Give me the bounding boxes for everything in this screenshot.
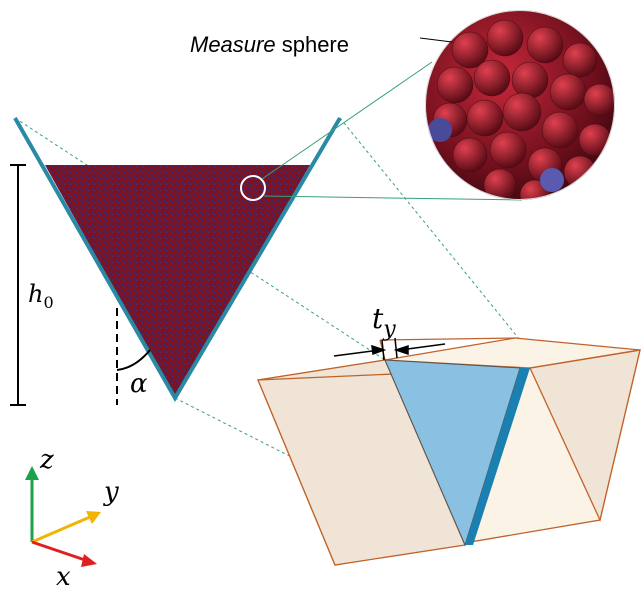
axes [25, 466, 101, 567]
axis-x-label: x [56, 562, 71, 589]
t-sub: y [382, 317, 396, 342]
measure-word: Measure [190, 32, 276, 57]
alpha-label: α [130, 369, 148, 399]
measure-label: Measure sphere [190, 32, 349, 57]
height-label: h0 [28, 280, 54, 312]
zoom-line [262, 62, 432, 179]
zoom-line [264, 196, 522, 200]
thickness-label: ty [372, 302, 396, 342]
h-sub: 0 [43, 293, 53, 312]
angle-arc [117, 350, 150, 370]
h: h [28, 280, 43, 308]
t: t [372, 302, 384, 335]
axis-y-label: y [103, 477, 119, 507]
label-leader [420, 38, 452, 42]
axis-z-label: z [39, 445, 54, 475]
granular-fill [45, 165, 310, 398]
sphere-word: sphere [282, 32, 349, 57]
height-bar [10, 165, 26, 405]
measure-sphere [425, 10, 616, 210]
diagram: Measure sphere h0 α ty [0, 0, 643, 589]
